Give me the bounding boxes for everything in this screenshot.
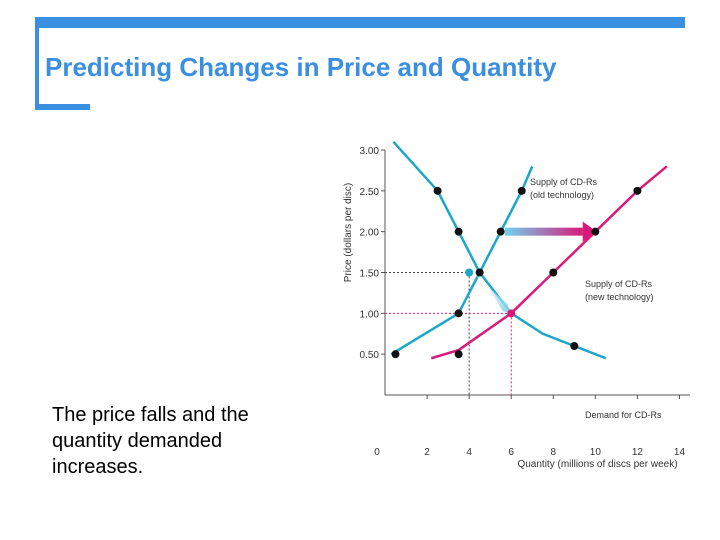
y-tick-label: 2.50 <box>360 187 380 198</box>
old-equilibrium-point <box>465 268 474 277</box>
x-tick-label: 2 <box>424 447 430 458</box>
title-bottom-stub <box>35 104 90 110</box>
supply-shift-arrow-shaft <box>504 227 583 236</box>
demand-point <box>391 350 400 359</box>
new-supply-label-line1: Supply of CD-Rs <box>585 279 653 289</box>
y-tick-label: 3.00 <box>360 146 380 157</box>
x-tick-label: 10 <box>590 447 602 458</box>
old-supply-label-line2: (old technology) <box>530 190 594 200</box>
old-supply-point <box>454 350 463 359</box>
title-left-rule <box>35 28 39 108</box>
demand-point <box>454 227 463 236</box>
new-equilibrium-point <box>507 309 516 318</box>
new-supply-point <box>591 227 600 236</box>
y-tick-label: 1.50 <box>360 269 380 280</box>
x-tick-label: 6 <box>508 447 514 458</box>
x-axis-title: Quantity (millions of discs per week) <box>517 459 677 470</box>
movement-along-demand-arrow <box>473 274 512 314</box>
new-supply-point <box>633 186 642 195</box>
new-supply-label-line2: (new technology) <box>585 292 654 302</box>
x-tick-label: 12 <box>632 447 644 458</box>
demand-point <box>475 268 484 277</box>
new-supply-point <box>549 268 558 277</box>
demand-point <box>454 309 463 318</box>
y-tick-label: 0.50 <box>360 350 380 361</box>
slide-title: Predicting Changes in Price and Quantity <box>45 52 557 82</box>
x-tick-label: 14 <box>674 447 686 458</box>
old-supply-point <box>496 227 505 236</box>
demand-curve <box>392 140 607 360</box>
y-tick-label: 2.00 <box>360 228 380 239</box>
new-supply-point <box>570 342 579 350</box>
x-tick-label: 4 <box>466 447 472 458</box>
supply-shift-arrow-head <box>582 221 597 242</box>
x-tick-label: 8 <box>550 447 556 458</box>
y-axis-title: Price (dollars per disc) <box>343 183 354 282</box>
old-supply-curve <box>390 165 534 356</box>
slide-caption: The price falls and the quantity demande… <box>52 404 249 478</box>
demand-point <box>433 186 442 195</box>
y-tick-label: 1.00 <box>360 309 380 320</box>
title-top-rule <box>35 17 685 28</box>
demand-label: Demand for CD-Rs <box>585 410 662 420</box>
x-tick-label: 0 <box>374 447 380 458</box>
old-supply-label-line1: Supply of CD-Rs <box>530 177 598 187</box>
old-supply-point <box>517 186 526 195</box>
